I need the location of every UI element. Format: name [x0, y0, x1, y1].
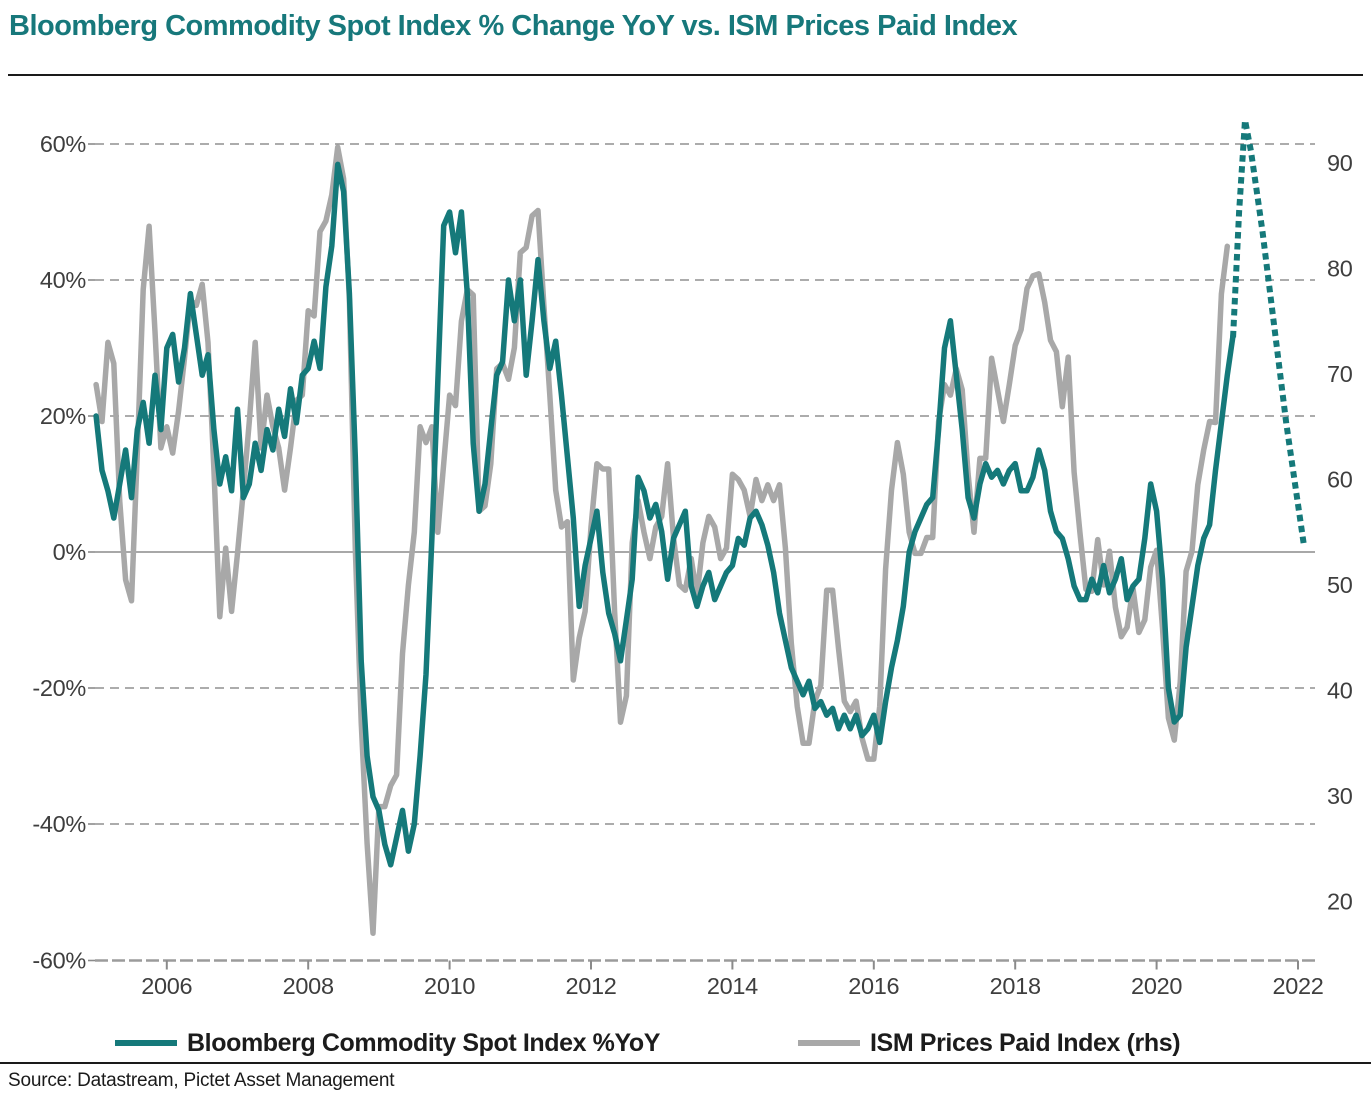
svg-text:50: 50: [1327, 572, 1353, 598]
svg-text:40%: 40%: [40, 267, 87, 293]
svg-text:20: 20: [1327, 889, 1353, 915]
commodity-line-swatch: [115, 1040, 177, 1046]
svg-text:60: 60: [1327, 467, 1353, 493]
svg-text:2010: 2010: [424, 973, 475, 999]
svg-text:2008: 2008: [283, 973, 334, 999]
svg-text:20%: 20%: [40, 403, 87, 429]
source-text: Source: Datastream, Pictet Asset Managem…: [8, 1070, 395, 1091]
svg-text:-20%: -20%: [32, 675, 86, 701]
svg-text:80: 80: [1327, 256, 1353, 282]
legend: Bloomberg Commodity Spot Index %YoY ISM …: [0, 1022, 1371, 1064]
svg-text:2016: 2016: [848, 973, 899, 999]
svg-text:-40%: -40%: [32, 811, 86, 837]
svg-text:2012: 2012: [565, 973, 616, 999]
source-rule: [0, 1062, 1371, 1064]
svg-text:30: 30: [1327, 783, 1353, 809]
page-title: Bloomberg Commodity Spot Index % Change …: [9, 10, 1018, 42]
svg-text:2022: 2022: [1272, 973, 1323, 999]
svg-text:70: 70: [1327, 361, 1353, 387]
legend-item-commodity: Bloomberg Commodity Spot Index %YoY: [115, 1022, 660, 1064]
svg-text:2018: 2018: [990, 973, 1041, 999]
legend-label-ism: ISM Prices Paid Index (rhs): [870, 1028, 1181, 1057]
svg-text:2020: 2020: [1131, 973, 1182, 999]
svg-text:-60%: -60%: [32, 948, 86, 974]
svg-text:2014: 2014: [707, 973, 758, 999]
title-rule: [8, 74, 1363, 76]
svg-text:0%: 0%: [53, 539, 87, 565]
svg-text:90: 90: [1327, 150, 1353, 176]
ism-line-swatch: [798, 1040, 860, 1046]
svg-text:60%: 60%: [40, 131, 87, 157]
legend-item-ism: ISM Prices Paid Index (rhs): [798, 1022, 1181, 1064]
legend-label-commodity: Bloomberg Commodity Spot Index %YoY: [187, 1028, 661, 1057]
svg-text:2006: 2006: [141, 973, 192, 999]
svg-text:40: 40: [1327, 678, 1353, 704]
